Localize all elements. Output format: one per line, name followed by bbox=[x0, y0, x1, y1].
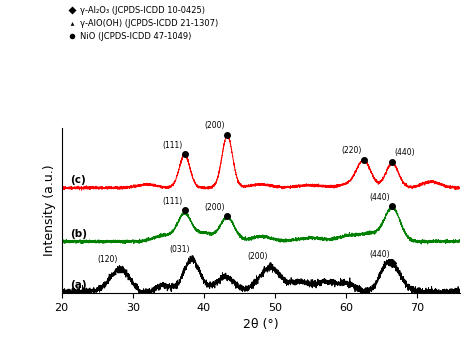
Text: (440): (440) bbox=[394, 149, 415, 157]
Text: (200): (200) bbox=[247, 252, 268, 261]
Text: (220): (220) bbox=[341, 146, 362, 155]
Text: (200): (200) bbox=[205, 121, 225, 130]
Text: (a): (a) bbox=[70, 280, 87, 290]
Y-axis label: Intensity (a.u.): Intensity (a.u.) bbox=[43, 165, 56, 256]
Text: (440): (440) bbox=[369, 193, 390, 202]
Text: (031): (031) bbox=[169, 245, 190, 254]
Text: (111): (111) bbox=[162, 197, 182, 206]
Text: (b): (b) bbox=[70, 229, 87, 239]
Text: (120): (120) bbox=[98, 255, 118, 264]
Text: (440): (440) bbox=[369, 250, 390, 259]
X-axis label: 2θ (°): 2θ (°) bbox=[243, 318, 279, 332]
Text: (c): (c) bbox=[70, 175, 86, 185]
Legend: γ-Al₂O₃ (JCPDS-ICDD 10-0425), γ-AlO(OH) (JCPDS-ICDD 21-1307), NiO (JCPDS-ICDD 47: γ-Al₂O₃ (JCPDS-ICDD 10-0425), γ-AlO(OH) … bbox=[66, 4, 220, 43]
Text: (111): (111) bbox=[162, 141, 182, 150]
Text: (200): (200) bbox=[205, 203, 225, 212]
